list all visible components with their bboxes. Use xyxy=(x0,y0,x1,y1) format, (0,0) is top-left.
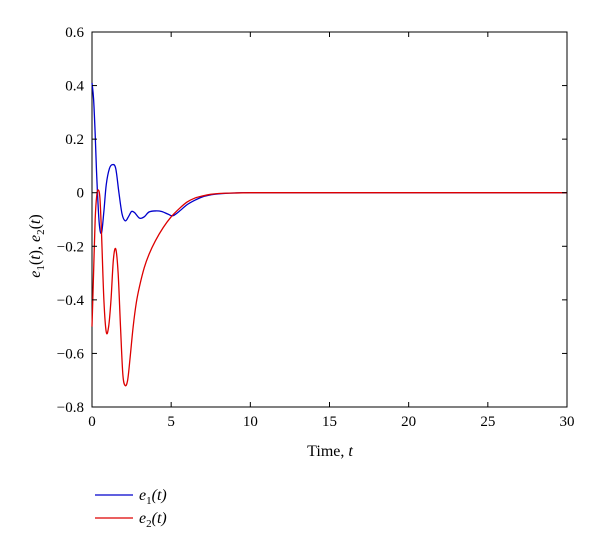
y-axis-label: e1(t), e2(t) xyxy=(27,214,47,277)
y-tick-label: 0 xyxy=(77,186,85,202)
legend-label-e2: e2(t) xyxy=(139,510,167,530)
x-tick-label: 20 xyxy=(401,414,416,430)
x-axis-label: Time, t xyxy=(307,443,353,460)
x-tick-label: 5 xyxy=(167,414,175,430)
y-tick-label: 0.4 xyxy=(65,79,84,95)
y-tick-label: −0.2 xyxy=(57,239,84,255)
y-tick-label: 0.6 xyxy=(65,25,84,41)
x-tick-label: 30 xyxy=(560,414,575,430)
y-tick-label: −0.6 xyxy=(57,346,85,362)
legend-label-e1: e1(t) xyxy=(139,487,167,507)
series-layer xyxy=(91,82,567,387)
axes-layer xyxy=(91,31,568,408)
x-tick-label: 25 xyxy=(480,414,495,430)
y-tick-label: 0.2 xyxy=(65,132,84,148)
y-tick-label: −0.4 xyxy=(57,293,85,309)
y-tick-label: −0.8 xyxy=(57,400,84,416)
x-tick-label: 15 xyxy=(322,414,337,430)
series-line-e1 xyxy=(91,82,567,234)
series-line-e2 xyxy=(91,189,567,387)
legend: e1(t) e2(t) xyxy=(95,487,167,530)
x-tick-label: 10 xyxy=(243,414,258,430)
plot-frame xyxy=(91,31,568,408)
x-tick-label: 0 xyxy=(88,414,96,430)
ticks-layer: 0 5 10 15 20 25 30 −0.8 −0.6 −0.4 −0.2 0 0.2 0.4 0.6 xyxy=(57,25,575,430)
